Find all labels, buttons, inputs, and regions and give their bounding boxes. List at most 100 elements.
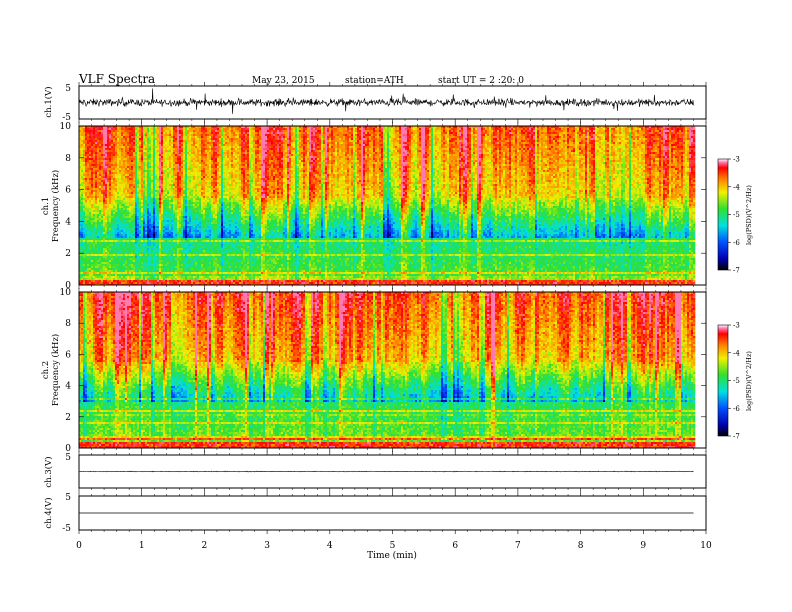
spectrogram-cell: [131, 178, 134, 181]
spectrogram-cell: [103, 274, 106, 277]
spectrogram-cell: [157, 192, 160, 195]
spectrogram-cell: [169, 158, 172, 161]
spectrogram-cell: [125, 274, 128, 277]
spectrogram-cell: [115, 162, 118, 165]
spectrogram-cell: [87, 240, 90, 243]
spectrogram-cell: [125, 152, 128, 155]
spectrogram-cell: [181, 228, 184, 231]
spectrogram-cell: [183, 128, 186, 131]
spectrogram-cell: [103, 148, 106, 151]
spectrogram-cell: [171, 176, 174, 179]
spectrogram-cell: [155, 154, 158, 157]
spectrogram-cell: [101, 266, 104, 269]
spectrogram-cell: [133, 252, 136, 255]
spectrogram-cell: [117, 266, 120, 269]
spectrogram-cell: [189, 126, 192, 129]
spectrogram-cell: [187, 224, 190, 227]
spectrogram-cell: [189, 248, 192, 251]
spectrogram-cell: [181, 268, 184, 271]
spectrogram-cell: [149, 252, 152, 255]
spectrogram-cell: [181, 236, 184, 239]
spectrogram-cell: [139, 182, 142, 185]
spectrogram-cell: [173, 268, 176, 271]
spectrogram-cell: [173, 150, 176, 153]
spectrogram-cell: [151, 234, 154, 237]
spectrogram-cell: [135, 206, 138, 209]
spectrogram-cell: [159, 152, 162, 155]
spectrogram-cell: [111, 166, 114, 169]
spectrogram-cell: [93, 256, 96, 259]
spectrogram-cell: [111, 196, 114, 199]
spectrogram-cell: [93, 150, 96, 153]
spectrogram-cell: [161, 254, 164, 257]
spectrogram-cell: [87, 138, 90, 141]
spectrogram-cell: [163, 272, 166, 275]
spectrogram-cell: [161, 218, 164, 221]
spectrogram-cell: [151, 254, 154, 257]
spectrogram-cell: [189, 260, 192, 263]
spectrogram-cell: [89, 280, 92, 283]
spectrogram-cell: [107, 274, 110, 277]
spectrogram-cell: [189, 200, 192, 203]
spectrogram-cell: [173, 160, 176, 163]
spectrogram-cell: [187, 258, 190, 261]
spectrogram-cell: [153, 280, 156, 283]
spectrogram-cell: [117, 212, 120, 215]
spectrogram-cell: [179, 186, 182, 189]
spectrogram-cell: [169, 138, 172, 141]
spectrogram-cell: [179, 264, 182, 267]
spectrogram-cell: [121, 222, 124, 225]
spectrogram-cell: [167, 182, 170, 185]
spectrogram-cell: [105, 156, 108, 159]
spectrogram-cell: [87, 262, 90, 265]
spectrogram-cell: [91, 190, 94, 193]
spectrogram-cell: [167, 230, 170, 233]
spectrogram-cell: [147, 230, 150, 233]
spectrogram-cell: [191, 178, 194, 181]
spectrogram-cell: [83, 166, 86, 169]
spectrogram-cell: [151, 158, 154, 161]
spectrogram-cell: [155, 166, 158, 169]
spectrogram-cell: [83, 200, 86, 203]
spectrogram-cell: [115, 272, 118, 275]
spectrogram-cell: [123, 234, 126, 237]
spectrogram-cell: [189, 160, 192, 163]
spectrogram-cell: [139, 214, 142, 217]
spectrogram-cell: [183, 164, 186, 167]
spectrogram-cell: [117, 164, 120, 167]
spectrogram-cell: [161, 228, 164, 231]
spectrogram-cell: [103, 184, 106, 187]
spectrogram-cell: [137, 184, 140, 187]
spectrogram-cell: [115, 226, 118, 229]
spectrogram-cell: [175, 260, 178, 263]
spectrogram-cell: [107, 256, 110, 259]
spectrogram-cell: [147, 190, 150, 193]
spectrogram-cell: [161, 248, 164, 251]
spectrogram-cell: [151, 280, 154, 283]
spectrogram-cell: [95, 190, 98, 193]
spectrogram-cell: [91, 240, 94, 243]
spectrogram-cell: [187, 140, 190, 143]
spectrogram-cell: [183, 180, 186, 183]
spectrogram-cell: [111, 280, 114, 283]
spectrogram-cell: [197, 162, 200, 165]
spectrogram-cell: [123, 190, 126, 193]
spectrogram-cell: [105, 260, 108, 263]
spectrogram-cell: [99, 238, 102, 241]
spectrogram-cell: [177, 206, 180, 209]
spectrogram-cell: [115, 196, 118, 199]
spectrogram-cell: [83, 180, 86, 183]
spectrogram-cell: [181, 214, 184, 217]
spectrogram-cell: [101, 164, 104, 167]
spectrogram-cell: [137, 140, 140, 143]
spectrogram-cell: [123, 142, 126, 145]
spectrogram-cell: [139, 144, 142, 147]
spectrogram-cell: [125, 162, 128, 165]
spectrogram-cell: [101, 274, 104, 277]
spectrogram-cell: [111, 138, 114, 141]
spectrogram-cell: [101, 236, 104, 239]
spectrogram-cell: [151, 240, 154, 243]
spectrogram-cell: [143, 128, 146, 131]
spectrogram-cell: [187, 228, 190, 231]
spectrogram-cell: [105, 252, 108, 255]
